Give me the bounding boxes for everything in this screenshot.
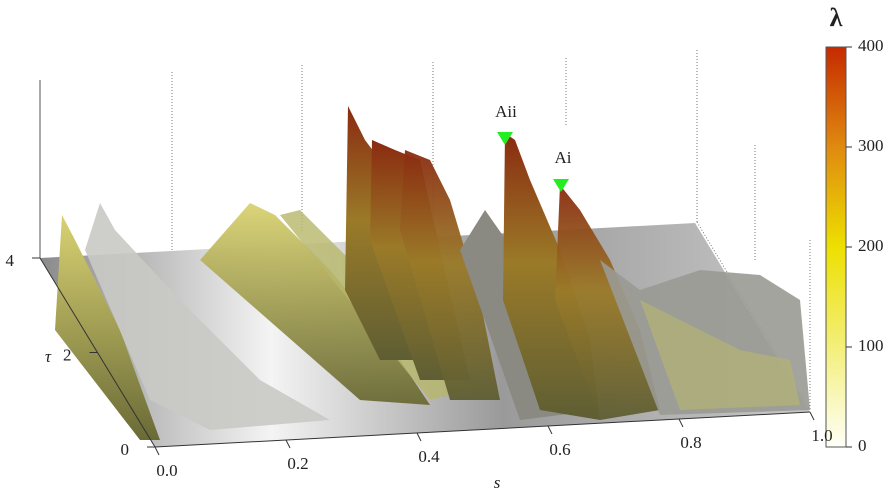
x-tick xyxy=(809,411,815,421)
colorbar-tick-label: 100 xyxy=(858,336,884,355)
colorbar-tick-label: 200 xyxy=(858,236,884,255)
annotation-markers xyxy=(497,132,569,192)
x-tick xyxy=(285,439,291,449)
x-tick-label: 0.8 xyxy=(680,433,701,452)
colorbar-tick-label: 300 xyxy=(858,136,884,155)
annotation-marker xyxy=(497,132,513,145)
background-guides xyxy=(39,50,811,411)
x-axis-label: s xyxy=(494,473,501,492)
colorbar xyxy=(825,46,847,448)
annotation: Ai xyxy=(555,148,572,167)
y-tick-label: 0 xyxy=(121,440,130,459)
x-tick-label: 0.6 xyxy=(549,440,570,459)
x-tick xyxy=(154,446,160,456)
colorbar-label: λ xyxy=(830,3,843,32)
x-tick xyxy=(416,432,422,442)
x-tick xyxy=(547,425,553,435)
x-tick-label: 0.2 xyxy=(287,454,308,473)
annotation: Aii xyxy=(495,102,517,121)
x-tick-label: 0.4 xyxy=(418,447,440,466)
x-axis-line xyxy=(154,411,811,448)
y-axis-label: τ xyxy=(45,347,52,366)
y-tick-label: 2 xyxy=(63,345,72,364)
surface xyxy=(40,106,810,447)
x-tick xyxy=(678,418,684,428)
colorbar-tick-label: 400 xyxy=(858,36,884,55)
x-tick-label: 1.0 xyxy=(811,426,832,445)
y-tick-label: 4 xyxy=(6,251,15,270)
colorbar-tick-label: 0 xyxy=(858,436,867,455)
x-tick-label: 0.0 xyxy=(156,461,177,480)
annotation-marker xyxy=(553,179,569,192)
